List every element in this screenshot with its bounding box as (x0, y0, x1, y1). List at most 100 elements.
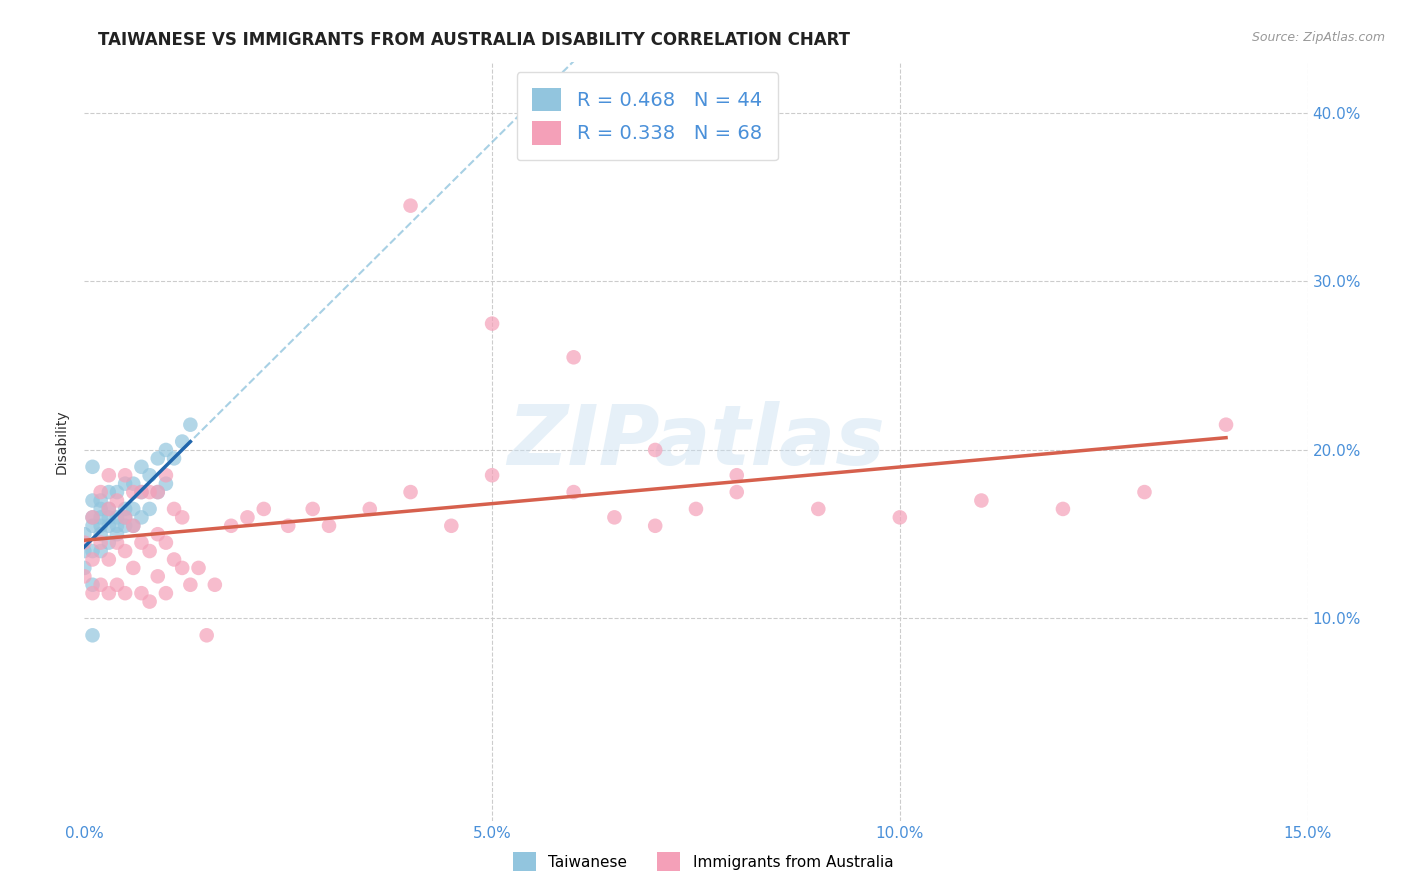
Text: TAIWANESE VS IMMIGRANTS FROM AUSTRALIA DISABILITY CORRELATION CHART: TAIWANESE VS IMMIGRANTS FROM AUSTRALIA D… (98, 31, 851, 49)
Point (90, 502, 112, 516)
Point (970, 493, 993, 508)
Point (807, 502, 830, 516)
Point (155, 476, 177, 491)
Point (889, 510, 911, 524)
Point (163, 552, 186, 566)
Point (359, 502, 381, 516)
Point (155, 468, 177, 483)
Text: Source: ZipAtlas.com: Source: ZipAtlas.com (1251, 31, 1385, 45)
Point (105, 485, 128, 500)
Point (253, 502, 276, 516)
Text: ZIPatlas: ZIPatlas (508, 401, 884, 482)
Point (114, 586, 136, 600)
Point (440, 518, 463, 533)
Point (90, 535, 112, 549)
Point (122, 518, 145, 533)
Point (399, 485, 422, 500)
Point (725, 468, 748, 483)
Point (82, 586, 104, 600)
Point (82, 510, 104, 524)
Point (97, 586, 120, 600)
Point (138, 468, 160, 483)
Point (97, 502, 120, 516)
Point (562, 351, 585, 365)
Point (1052, 502, 1074, 516)
Point (1133, 485, 1156, 500)
Point (146, 485, 169, 500)
Point (114, 510, 136, 524)
Point (82, 544, 104, 558)
Legend: R = 0.468   N = 44, R = 0.338   N = 68: R = 0.468 N = 44, R = 0.338 N = 68 (516, 72, 778, 161)
Legend: Taiwanese, Immigrants from Australia: Taiwanese, Immigrants from Australia (506, 847, 900, 877)
Point (82, 493, 104, 508)
Point (73, 544, 96, 558)
Point (172, 561, 194, 575)
Point (105, 578, 128, 592)
Point (97, 468, 120, 483)
Point (155, 535, 177, 549)
Point (90, 578, 112, 592)
Point (172, 510, 194, 524)
Y-axis label: Disability: Disability (55, 409, 69, 474)
Point (155, 586, 177, 600)
Point (277, 518, 299, 533)
Point (82, 552, 104, 566)
Point (73, 561, 96, 575)
Point (105, 493, 128, 508)
Point (114, 468, 136, 483)
Point (146, 569, 169, 583)
Point (105, 535, 128, 549)
Point (82, 578, 104, 592)
Point (725, 485, 748, 500)
Point (179, 417, 201, 432)
Point (114, 502, 136, 516)
Point (138, 502, 160, 516)
Point (90, 485, 112, 500)
Point (562, 485, 585, 500)
Point (481, 317, 503, 331)
Point (138, 485, 160, 500)
Point (399, 199, 422, 213)
Point (122, 485, 145, 500)
Point (73, 569, 96, 583)
Point (685, 502, 707, 516)
Point (122, 502, 145, 516)
Point (138, 594, 160, 608)
Point (82, 628, 104, 642)
Point (105, 510, 128, 524)
Point (163, 451, 186, 466)
Point (97, 518, 120, 533)
Point (318, 518, 340, 533)
Point (90, 527, 112, 541)
Point (131, 485, 153, 500)
Point (644, 518, 666, 533)
Point (73, 535, 96, 549)
Point (146, 527, 169, 541)
Point (114, 476, 136, 491)
Point (97, 552, 120, 566)
Point (131, 459, 153, 474)
Point (97, 485, 120, 500)
Point (146, 451, 169, 466)
Point (204, 578, 226, 592)
Point (73, 527, 96, 541)
Point (90, 510, 112, 524)
Point (195, 628, 218, 642)
Point (97, 535, 120, 549)
Point (187, 561, 209, 575)
Point (122, 518, 145, 533)
Point (236, 510, 259, 524)
Point (301, 502, 323, 516)
Point (138, 544, 160, 558)
Point (90, 518, 112, 533)
Point (219, 518, 242, 533)
Point (122, 476, 145, 491)
Point (131, 535, 153, 549)
Point (122, 561, 145, 575)
Point (90, 493, 112, 508)
Point (131, 510, 153, 524)
Point (90, 544, 112, 558)
Point (644, 442, 666, 457)
Point (105, 527, 128, 541)
Point (481, 468, 503, 483)
